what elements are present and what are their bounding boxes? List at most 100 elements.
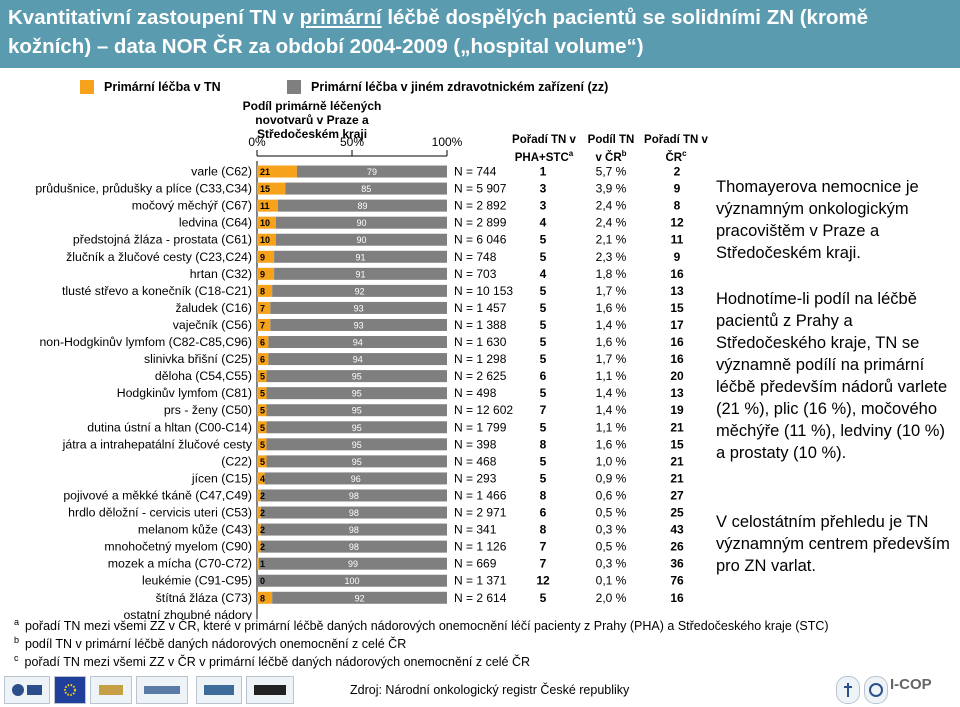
bar-segment-tn (257, 284, 273, 297)
rank-pha-stc-value: 7 (540, 403, 547, 417)
n-value: N = 498 (454, 386, 497, 400)
bar-segment-other (270, 318, 447, 331)
iba-logo (246, 676, 294, 704)
data-label-other: 91 (356, 252, 366, 262)
rank-cr-value: 19 (670, 403, 684, 417)
category-label: leukémie (C91-C95) (142, 574, 252, 588)
n-value: N = 2 899 (454, 216, 507, 230)
rank-cr-value: 21 (670, 471, 684, 485)
bar-segment-other (266, 387, 447, 400)
legend-label-tn: Primární léčba v TN (104, 80, 221, 94)
rank-pha-stc-value: 5 (540, 386, 547, 400)
axis-tick-label: 0% (248, 135, 266, 149)
footnote-a-mark: a (14, 617, 20, 627)
share-cr-value: 1,6 % (596, 437, 627, 451)
data-label-other: 90 (356, 218, 366, 228)
n-value: N = 468 (454, 454, 497, 468)
bar-segment-tn (257, 387, 267, 400)
n-value: N = 2 971 (454, 506, 507, 520)
share-cr-value: 0,9 % (596, 471, 627, 485)
uzis-logo (196, 676, 242, 704)
bar-segment-other (268, 353, 447, 366)
data-label-other: 95 (352, 372, 362, 382)
data-label-tn: 5 (260, 372, 265, 382)
data-label-tn: 6 (260, 355, 265, 365)
rank-cr-value: 20 (670, 369, 684, 383)
data-label-other: 96 (351, 474, 361, 484)
share-cr-value: 1,6 % (596, 335, 627, 349)
bar-segment-other (258, 557, 447, 570)
share-cr-value: 1,4 % (596, 318, 627, 332)
rank-pha-stc-value: 7 (540, 557, 547, 571)
bar-segment-tn (257, 557, 259, 570)
data-label-other: 100 (344, 576, 359, 586)
data-label-other: 85 (361, 184, 371, 194)
share-cr-value: 1,4 % (596, 403, 627, 417)
bar-segment-other (285, 182, 447, 195)
page-title: Kvantitativní zastoupení TN v primární l… (8, 3, 953, 61)
category-label: slinivka břišní (C25) (144, 352, 252, 366)
bar-segment-other (268, 336, 447, 349)
legend-item-other: Primární léčba v jiném zdravotnickém zař… (287, 80, 608, 94)
share-cr-value: 0,1 % (596, 574, 627, 588)
share-cr-value: 1,7 % (596, 284, 627, 298)
rank-cr-value: 36 (670, 557, 684, 571)
data-label-other: 95 (352, 406, 362, 416)
category-label: (C22) (221, 454, 252, 468)
bar-segment-tn (257, 165, 297, 178)
data-label-tn: 9 (260, 252, 265, 262)
share-cr-value: 0,5 % (596, 540, 627, 554)
data-label-tn: 4 (260, 474, 265, 484)
footnote-c: c pořadí TN mezi všemi ZZ v ČR v primární… (14, 650, 530, 670)
rank-pha-stc-value: 5 (540, 420, 547, 434)
bar-segment-tn (257, 301, 271, 314)
n-value: N = 703 (454, 267, 497, 281)
data-label-other: 93 (354, 303, 364, 313)
rank-cr-value: 16 (670, 591, 684, 605)
data-label-other: 91 (356, 269, 366, 279)
data-label-other: 98 (349, 525, 359, 535)
category-label: předstojná žláza - prostata (C61) (73, 233, 252, 247)
data-label-other: 92 (355, 286, 365, 296)
bar-segment-tn (257, 438, 267, 451)
bar-segment-other (260, 506, 447, 519)
bar-segment-other (260, 523, 447, 536)
data-label-other: 95 (352, 457, 362, 467)
msmt-logo (90, 676, 132, 704)
footnote-a-text: pořadí TN mezi všemi ZZ v ČR, které v pr… (25, 619, 829, 634)
share-cr-value: 0,3 % (596, 523, 627, 537)
category-label: močový měchýř (C67) (132, 199, 252, 213)
n-value: N = 2 892 (454, 199, 507, 213)
share-cr-value: 2,4 % (596, 199, 627, 213)
bar-segment-other (272, 591, 447, 604)
data-label-other: 92 (355, 593, 365, 603)
category-label: mnohočetný myelom (C90) (104, 540, 252, 554)
share-cr-value: 2,4 % (596, 216, 627, 230)
data-label-other: 99 (348, 559, 358, 569)
share-cr-value: 0,5 % (596, 506, 627, 520)
bar-segment-tn (257, 489, 261, 502)
n-value: N = 1 371 (454, 574, 507, 588)
rank-pha-stc-value: 5 (540, 318, 547, 332)
rank-cr-value: 76 (670, 574, 684, 588)
n-value: N = 669 (454, 557, 497, 571)
data-label-other: 98 (349, 491, 359, 501)
n-value: N = 2 614 (454, 591, 507, 605)
data-label-tn: 5 (260, 423, 265, 433)
rank-cr-value: 9 (674, 250, 681, 264)
rank-cr-value: 15 (670, 301, 684, 315)
right-paragraph-1: Thomayerova nemocnice je významným onkol… (716, 178, 919, 262)
n-value: N = 1 630 (454, 335, 507, 349)
bar-segment-other (270, 301, 447, 314)
data-label-tn: 9 (260, 269, 265, 279)
n-value: N = 2 625 (454, 369, 507, 383)
data-label-tn: 2 (260, 542, 265, 552)
n-value: N = 398 (454, 437, 497, 451)
data-label-tn: 1 (260, 559, 265, 569)
category-label: štítná žláza (C73) (156, 591, 252, 605)
bar-segment-tn (257, 233, 276, 246)
data-label-tn: 5 (260, 440, 265, 450)
data-label-tn: 7 (260, 303, 265, 313)
header-share-cr: Podíl TN v ČRb (586, 133, 636, 165)
bar-segment-other (272, 284, 447, 297)
